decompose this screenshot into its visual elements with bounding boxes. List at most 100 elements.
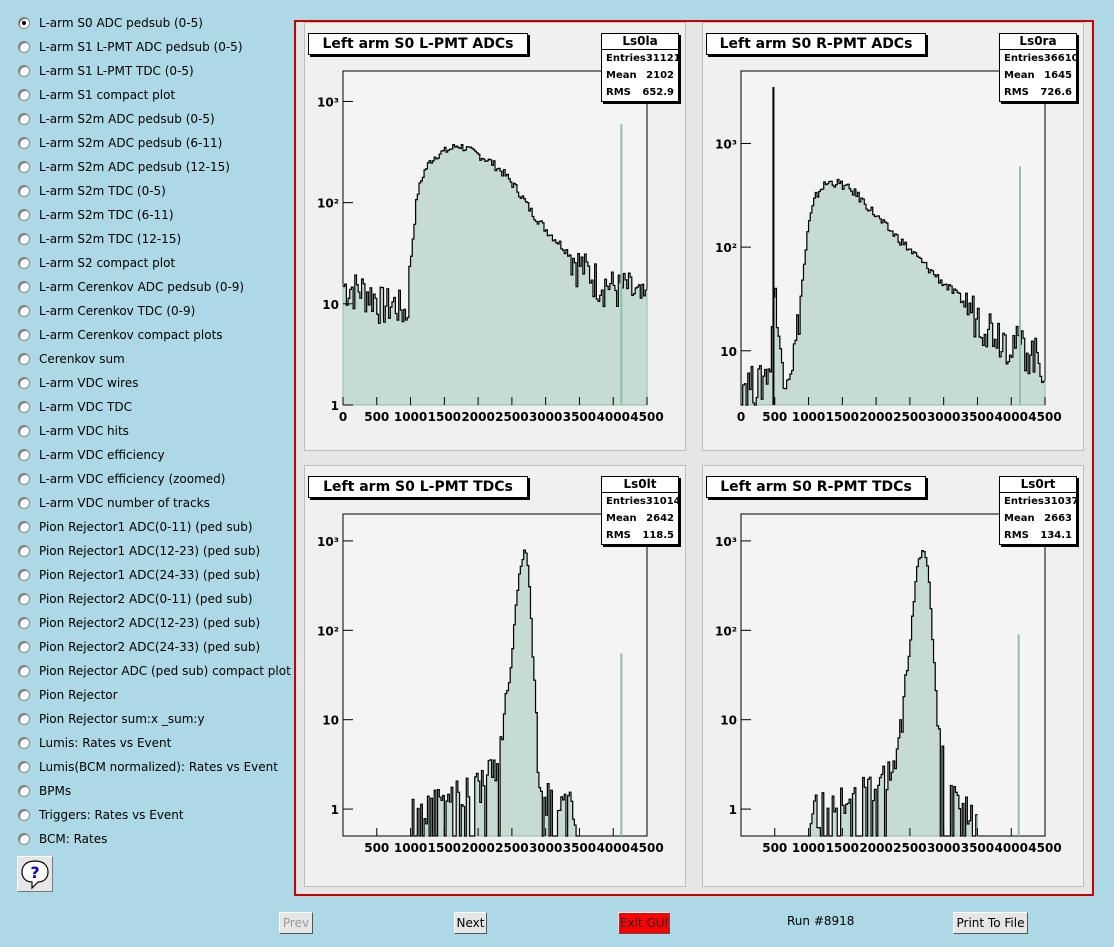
- menu-item[interactable]: BPMs: [18, 781, 71, 801]
- menu-item[interactable]: L-arm S2m ADC pedsub (6-11): [18, 133, 222, 153]
- radio-button[interactable]: [18, 233, 30, 245]
- menu-item-label: L-arm S2m TDC (0-5): [39, 184, 166, 198]
- menu-item[interactable]: L-arm Cerenkov compact plots: [18, 325, 223, 345]
- radio-button[interactable]: [18, 17, 30, 29]
- menu-item[interactable]: L-arm VDC hits: [18, 421, 129, 441]
- menu-item[interactable]: Pion Rejector1 ADC(0-11) (ped sub): [18, 517, 253, 537]
- menu-item[interactable]: L-arm Cerenkov TDC (0-9): [18, 301, 195, 321]
- histogram-name: Ls0lt: [602, 477, 678, 493]
- menu-item[interactable]: Pion Rejector1 ADC(24-33) (ped sub): [18, 565, 260, 585]
- menu-item[interactable]: L-arm VDC efficiency (zoomed): [18, 469, 225, 489]
- stats-mean-row: Mean 1645: [1000, 67, 1076, 84]
- radio-button[interactable]: [18, 521, 30, 533]
- menu-item[interactable]: L-arm S1 compact plot: [18, 85, 175, 105]
- radio-button[interactable]: [18, 353, 30, 365]
- x-tick-label: 2000: [859, 410, 892, 424]
- stats-entries-row: Entries 31037: [1000, 493, 1079, 510]
- histogram-name: Ls0la: [602, 34, 678, 50]
- radio-button[interactable]: [18, 113, 30, 125]
- histogram-pad[interactable]: 0 500 1000 1500 2000 2500 3000 3500 4000 4500 10 10…: [702, 22, 1084, 451]
- plot-frame: [342, 70, 648, 406]
- menu-item[interactable]: Pion Rejector1 ADC(12-23) (ped sub): [18, 541, 260, 561]
- plot-frame: [342, 513, 648, 837]
- histogram-pad[interactable]: 0 500 1000 1500 2000 2500 3000 3500 4000 4500 1 10 1…: [304, 22, 686, 451]
- histogram-pad[interactable]: 500 1000 1500 2000 2500 3000 3500 4000 4500 1 10 10…: [304, 465, 686, 887]
- radio-button[interactable]: [18, 833, 30, 845]
- menu-item[interactable]: L-arm VDC TDC: [18, 397, 132, 417]
- radio-button[interactable]: [18, 545, 30, 557]
- radio-button[interactable]: [18, 641, 30, 653]
- menu-item[interactable]: Pion Rejector2 ADC(12-23) (ped sub): [18, 613, 260, 633]
- radio-button[interactable]: [18, 665, 30, 677]
- menu-item[interactable]: BCM: Rates: [18, 829, 107, 849]
- radio-button[interactable]: [18, 401, 30, 413]
- menu-item[interactable]: Triggers: Rates vs Event: [18, 805, 184, 825]
- menu-item[interactable]: L-arm VDC number of tracks: [18, 493, 210, 513]
- radio-button[interactable]: [18, 593, 30, 605]
- histogram-plot: 0 500 1000 1500 2000 2500 3000 3500 4000 4500 1 10 1…: [317, 70, 664, 424]
- menu-item[interactable]: L-arm VDC wires: [18, 373, 138, 393]
- radio-button[interactable]: [18, 713, 30, 725]
- menu-item[interactable]: L-arm S1 L-PMT TDC (0-5): [18, 61, 194, 81]
- x-tick-label: 1500: [826, 410, 859, 424]
- radio-button[interactable]: [18, 305, 30, 317]
- menu-item[interactable]: Pion Rejector: [18, 685, 118, 705]
- menu-item[interactable]: L-arm S2m TDC (0-5): [18, 181, 166, 201]
- print-to-file-button[interactable]: Print To File: [953, 912, 1028, 934]
- radio-button[interactable]: [18, 41, 30, 53]
- menu-item[interactable]: Lumis(BCM normalized): Rates vs Event: [18, 757, 278, 777]
- radio-button[interactable]: [18, 617, 30, 629]
- histogram-line: [410, 549, 580, 837]
- radio-button[interactable]: [18, 89, 30, 101]
- radio-button[interactable]: [18, 257, 30, 269]
- menu-item[interactable]: Pion Rejector sum:x _sum:y: [18, 709, 205, 729]
- menu-item[interactable]: Cerenkov sum: [18, 349, 125, 369]
- menu-item[interactable]: L-arm S2 compact plot: [18, 253, 175, 273]
- radio-button[interactable]: [18, 473, 30, 485]
- menu-item[interactable]: L-arm S2m ADC pedsub (12-15): [18, 157, 230, 177]
- radio-button[interactable]: [18, 785, 30, 797]
- radio-button[interactable]: [18, 65, 30, 77]
- menu-item[interactable]: L-arm S2m ADC pedsub (0-5): [18, 109, 215, 129]
- radio-button[interactable]: [18, 209, 30, 221]
- menu-item-label: Lumis(BCM normalized): Rates vs Event: [39, 760, 278, 774]
- x-tick-label: 3500: [961, 410, 994, 424]
- next-button[interactable]: Next: [454, 912, 487, 934]
- radio-button[interactable]: [18, 497, 30, 509]
- y-tick-label: 10²: [715, 241, 737, 255]
- menu-item[interactable]: Pion Rejector2 ADC(0-11) (ped sub): [18, 589, 253, 609]
- menu-item-label: Pion Rejector ADC (ped sub) compact plot: [39, 664, 291, 678]
- stats-rms-value: 134.1: [1040, 530, 1072, 541]
- menu-item[interactable]: Lumis: Rates vs Event: [18, 733, 171, 753]
- histogram-title: Left arm S0 R-PMT ADCs: [706, 33, 926, 55]
- prev-button[interactable]: Prev: [279, 912, 313, 934]
- radio-button[interactable]: [18, 737, 30, 749]
- help-button[interactable]: ?: [17, 856, 53, 892]
- menu-item[interactable]: Pion Rejector ADC (ped sub) compact plot: [18, 661, 291, 681]
- radio-button[interactable]: [18, 425, 30, 437]
- radio-button[interactable]: [18, 161, 30, 173]
- radio-button[interactable]: [18, 281, 30, 293]
- menu-item-label: L-arm S0 ADC pedsub (0-5): [39, 16, 203, 30]
- radio-button[interactable]: [18, 329, 30, 341]
- histogram-title: Left arm S0 L-PMT TDCs: [308, 476, 528, 498]
- menu-item[interactable]: L-arm S0 ADC pedsub (0-5): [18, 13, 203, 33]
- radio-button[interactable]: [18, 377, 30, 389]
- exit-gui-button[interactable]: Exit GUI: [618, 912, 670, 934]
- histogram-pad[interactable]: 500 1000 1500 2000 2500 3000 3500 4000 4500 1 10 10…: [702, 465, 1084, 887]
- radio-button[interactable]: [18, 185, 30, 197]
- y-tick-label: 10³: [317, 95, 339, 109]
- menu-item[interactable]: L-arm S2m TDC (6-11): [18, 205, 174, 225]
- radio-button[interactable]: [18, 569, 30, 581]
- menu-item[interactable]: L-arm Cerenkov ADC pedsub (0-9): [18, 277, 244, 297]
- menu-item[interactable]: L-arm S2m TDC (12-15): [18, 229, 181, 249]
- menu-item[interactable]: L-arm VDC efficiency: [18, 445, 165, 465]
- menu-item[interactable]: Pion Rejector2 ADC(24-33) (ped sub): [18, 637, 260, 657]
- x-tick-label: 2500: [893, 841, 926, 855]
- menu-item[interactable]: L-arm S1 L-PMT ADC pedsub (0-5): [18, 37, 243, 57]
- radio-button[interactable]: [18, 449, 30, 461]
- radio-button[interactable]: [18, 137, 30, 149]
- radio-button[interactable]: [18, 689, 30, 701]
- radio-button[interactable]: [18, 761, 30, 773]
- radio-button[interactable]: [18, 809, 30, 821]
